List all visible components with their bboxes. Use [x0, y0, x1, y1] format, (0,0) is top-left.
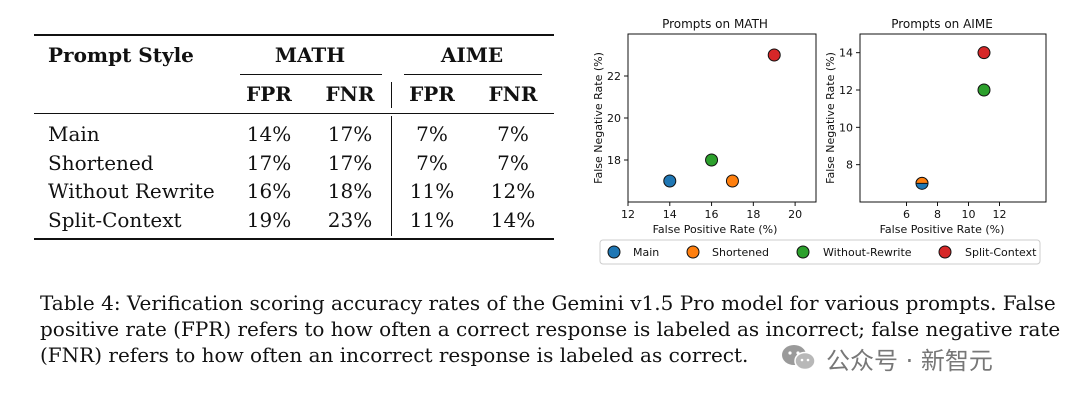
cell-math-fpr: 14% [246, 122, 292, 146]
row-style: Split-Context [48, 208, 182, 232]
math-ylabel: False Negative Rate (%) [592, 52, 605, 184]
cell-math-fpr: 16% [246, 179, 292, 203]
math-cmidrule [240, 74, 382, 75]
header-aime: AIME [440, 43, 504, 67]
cell-math-fnr: 18% [327, 179, 373, 203]
point-shortened [725, 174, 739, 188]
cell-aime-fpr: 7% [416, 122, 448, 146]
aime-ylabel: False Negative Rate (%) [824, 52, 837, 184]
table-bottom-rule [34, 238, 554, 240]
point-main [663, 174, 677, 188]
table-mid-rule [34, 113, 554, 114]
watermark: 公众号 · 新智元 [780, 338, 993, 378]
cell-aime-fpr: 11% [409, 179, 455, 203]
header-aime-fpr: FPR [409, 82, 455, 106]
legend: Main Shortened Without-Rewrite Split-Con… [599, 239, 1041, 265]
x-tick-label: 8 [934, 208, 941, 221]
legend-marker [796, 245, 810, 259]
math-plot-frame [627, 33, 817, 203]
cell-aime-fnr: 7% [497, 151, 529, 175]
aime-cmidrule [404, 74, 542, 75]
wechat-icon [782, 345, 816, 371]
aime-plot-frame [859, 33, 1047, 203]
cell-aime-fnr: 14% [490, 208, 536, 232]
table-caption: Table 4: Verification scoring accuracy r… [40, 290, 1061, 368]
legend-marker [686, 245, 700, 259]
x-tick-label: 16 [705, 208, 719, 221]
group-separator [391, 116, 392, 236]
y-tick-label: 10 [839, 121, 853, 134]
point-shortened [915, 176, 929, 184]
x-tick-label: 14 [663, 208, 677, 221]
row-style: Main [48, 122, 100, 146]
scatter-charts: Prompts on MATH False Negative Rate (%) … [588, 12, 1050, 268]
header-aime-fnr: FNR [488, 82, 538, 106]
table-top-rule [34, 34, 554, 36]
cell-aime-fnr: 12% [490, 179, 536, 203]
y-tick-label: 12 [839, 84, 853, 97]
aime-points [915, 46, 991, 190]
watermark-text: 公众号 · 新智元 [826, 346, 993, 375]
header-prompt-style: Prompt Style [48, 43, 194, 67]
legend-item-without-rewrite: Without-Rewrite [796, 245, 912, 259]
math-ticks: 12 14 16 18 20 18 20 22 [607, 70, 802, 221]
cell-math-fnr: 17% [327, 151, 373, 175]
legend-label: Shortened [712, 246, 769, 259]
legend-item-split-context: Split-Context [938, 245, 1037, 259]
math-points [663, 48, 781, 188]
cell-aime-fnr: 7% [497, 122, 529, 146]
y-tick-label: 14 [839, 47, 853, 60]
charts-svg: Prompts on MATH False Negative Rate (%) … [592, 17, 1047, 265]
y-tick-label: 8 [846, 159, 853, 172]
y-tick-label: 18 [607, 154, 621, 167]
header-math-fpr: FPR [246, 82, 292, 106]
header-math: MATH [274, 43, 346, 67]
point-split-context [767, 48, 781, 62]
aime-chart-title: Prompts on AIME [891, 17, 993, 31]
math-scatter-plot: Prompts on MATH False Negative Rate (%) … [592, 17, 817, 236]
x-tick-label: 6 [903, 208, 910, 221]
caption-line-1: Table 4: Verification scoring accuracy r… [40, 291, 1056, 315]
cell-math-fpr: 19% [246, 208, 292, 232]
header-math-fnr: FNR [325, 82, 375, 106]
x-tick-label: 18 [746, 208, 760, 221]
legend-label: Without-Rewrite [823, 246, 912, 259]
x-tick-label: 20 [788, 208, 802, 221]
math-xlabel: False Positive Rate (%) [653, 223, 778, 236]
math-chart-title: Prompts on MATH [662, 17, 768, 31]
y-tick-label: 22 [607, 70, 621, 83]
cell-math-fnr: 17% [327, 122, 373, 146]
point-without-rewrite [705, 153, 719, 167]
results-table: Prompt Style MATH AIME FPR FNR FPR FNR M… [34, 34, 554, 242]
row-style: Shortened [48, 151, 154, 175]
cell-aime-fpr: 11% [409, 208, 455, 232]
cell-math-fpr: 17% [246, 151, 292, 175]
caption-line-2: positive rate (FPR) refers to how often … [40, 317, 1061, 341]
legend-item-main: Main [607, 245, 659, 259]
cell-math-fnr: 23% [327, 208, 373, 232]
aime-scatter-plot: Prompts on AIME False Negative Rate (%) … [824, 17, 1047, 236]
caption-line-3: (FNR) refers to how often an incorrect r… [40, 343, 749, 367]
x-tick-label: 12 [993, 208, 1007, 221]
row-style: Without Rewrite [48, 179, 215, 203]
x-tick-label: 10 [962, 208, 976, 221]
legend-marker [607, 245, 621, 259]
aime-ticks: 6 8 10 12 8 10 12 14 [839, 47, 1007, 221]
header-separator [391, 82, 392, 108]
legend-item-shortened: Shortened [686, 245, 769, 259]
legend-label: Main [633, 246, 659, 259]
cell-aime-fpr: 7% [416, 151, 448, 175]
point-split-context [977, 46, 991, 60]
legend-frame [599, 239, 1041, 265]
legend-marker [938, 245, 952, 259]
legend-label: Split-Context [965, 246, 1037, 259]
y-tick-label: 20 [607, 112, 621, 125]
aime-xlabel: False Positive Rate (%) [880, 223, 1005, 236]
point-without-rewrite [977, 83, 991, 97]
x-tick-label: 12 [621, 208, 635, 221]
